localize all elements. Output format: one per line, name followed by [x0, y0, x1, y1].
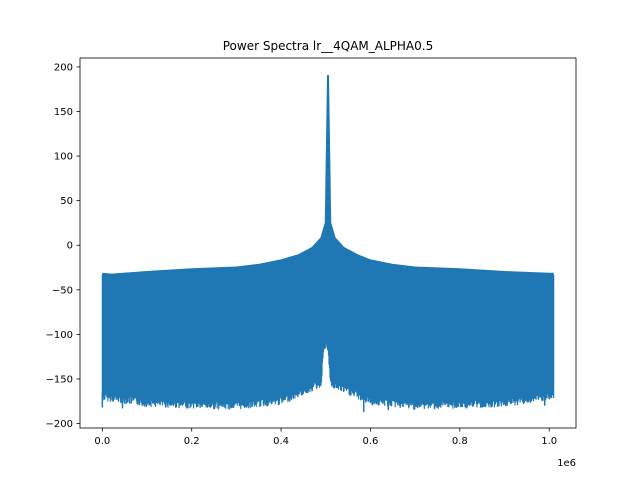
- x-tick-label: 0.4: [273, 436, 289, 447]
- y-tick-label: 50: [60, 196, 73, 207]
- y-tick-label: −200: [46, 419, 73, 430]
- x-tick-label: 0.0: [94, 436, 110, 447]
- x-tick-label: 1.0: [541, 436, 557, 447]
- plot-area: [101, 74, 555, 412]
- y-axis: −200 −150 −100 −50 0 50 100 150 200: [46, 62, 80, 430]
- x-tick-label: 0.8: [452, 436, 468, 447]
- x-axis: 0.0 0.2 0.4 0.6 0.8 1.0: [94, 428, 557, 447]
- y-tick-label: −150: [46, 374, 73, 385]
- y-tick-label: 100: [54, 152, 73, 163]
- chart-title: Power Spectra lr__4QAM_ALPHA0.5: [223, 39, 433, 53]
- x-tick-label: 0.6: [362, 436, 378, 447]
- x-tick-label: 0.2: [184, 436, 200, 447]
- spectrum-center-peak: [325, 75, 331, 344]
- y-tick-label: −100: [46, 330, 73, 341]
- x-axis-offset-label: 1e6: [557, 458, 576, 469]
- axes-frame: [79, 57, 577, 429]
- y-tick-label: 200: [54, 62, 73, 73]
- y-tick-label: 0: [67, 241, 73, 252]
- y-tick-label: −50: [52, 285, 73, 296]
- y-tick-label: 150: [54, 107, 73, 118]
